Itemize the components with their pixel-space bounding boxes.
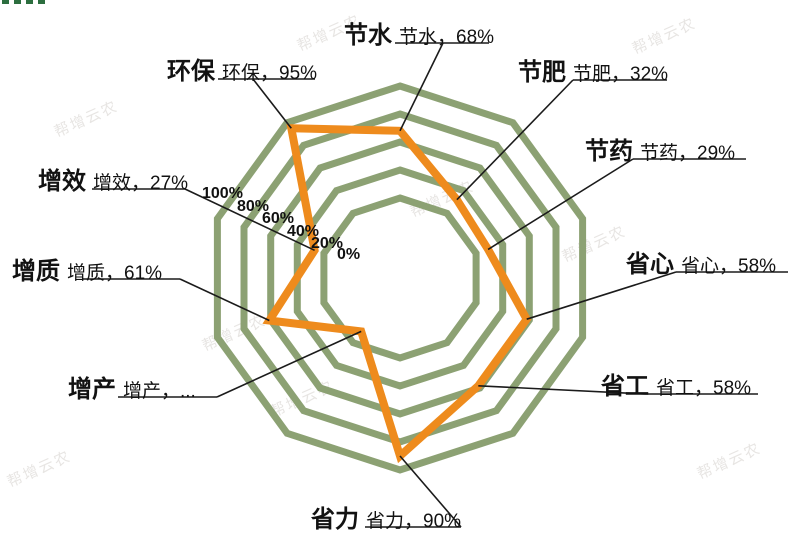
category-name: 省力 [311,506,359,533]
category-value: 节水，68% [399,27,495,48]
grid-ring-100 [213,82,587,474]
leader-line-2 [487,158,634,251]
leader-line-8 [184,188,315,252]
leader-line-4 [478,385,646,395]
category-label-zengchan: 增产 增产，... [68,369,196,404]
axis-tick-label: 20% [311,235,343,252]
category-value: 节肥，32% [573,64,669,85]
category-label-zengxiao: 增效 增效，27% [38,161,188,196]
category-name: 环保 [167,58,215,85]
category-label-shenggong: 省工 省工，58% [601,366,751,401]
leader-line-9 [252,78,292,129]
category-value: 增效，27% [93,173,189,194]
category-label-huanbao: 环保 环保，95% [167,51,317,86]
category-name: 增效 [38,168,86,195]
logo-fragment-mark [26,0,33,4]
category-name: 节肥 [518,59,566,86]
category-name: 增产 [68,376,116,403]
leader-line-7 [179,278,270,322]
category-value: 省工，58% [656,378,752,399]
logo-fragment-mark [2,0,9,4]
category-name: 节药 [585,138,633,165]
leader-line-3 [526,271,677,320]
category-label-shengli: 省力 省力，90% [311,499,461,534]
category-name: 省工 [601,373,649,400]
grid-ring-40 [293,166,507,390]
category-label-jieyao: 节药 节药，29% [585,131,735,166]
leader-line-6 [216,330,362,398]
category-value: 省力，90% [366,511,462,532]
axis-tick-label: 60% [262,210,294,227]
category-label-shengxin: 省心 省心，58% [626,244,776,279]
category-value: 增产，... [123,381,196,402]
category-label-zengzhi: 增质 增质，61% [12,251,162,286]
axis-tick-label: 0% [337,246,360,263]
category-name: 省心 [626,251,674,278]
category-name: 节水 [344,22,392,49]
leader-line-5 [399,455,462,528]
category-value: 省心，58% [681,256,777,277]
grid-ring-80 [240,110,560,446]
category-value: 环保，95% [222,63,318,84]
leader-line-1 [456,79,574,201]
logo-fragment-mark [14,0,21,4]
logo-fragment-mark [38,0,45,4]
category-name: 增质 [12,258,60,285]
grid-ring-20 [320,194,480,362]
axis-tick-label: 80% [237,198,269,215]
category-label-jiefei: 节肥 节肥，32% [518,52,668,87]
category-value: 增质，61% [67,263,163,284]
axis-tick-label: 40% [287,223,319,240]
leader-line-0 [399,42,444,132]
axis-tick-label: 100% [202,185,243,202]
category-label-jieshui: 节水 节水，68% [344,15,494,50]
category-value: 节药，29% [640,143,736,164]
grid-ring-60 [267,138,533,418]
logo-fragment [2,0,45,4]
